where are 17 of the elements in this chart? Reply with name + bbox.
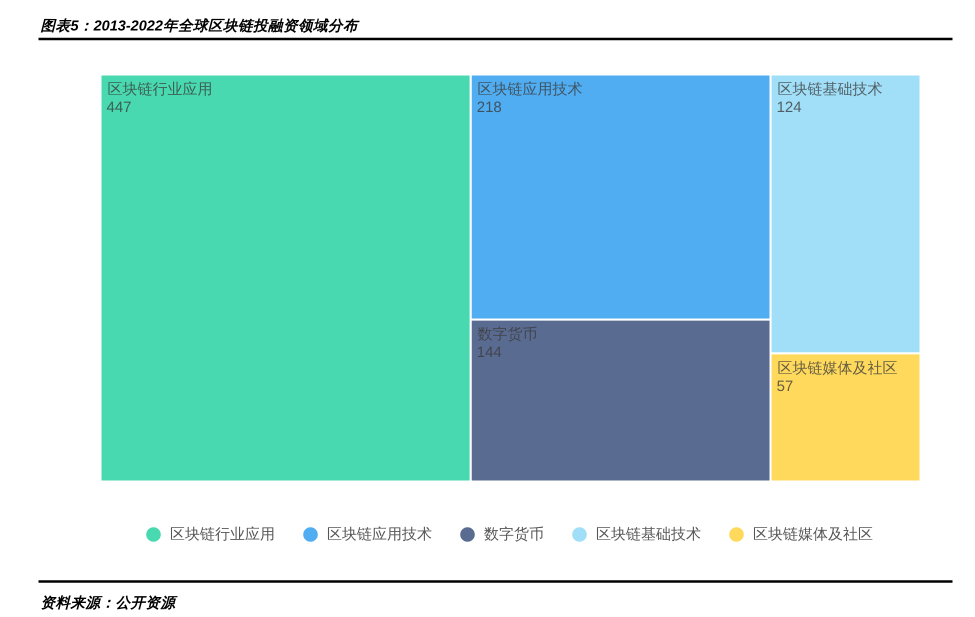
legend-label: 数字货币 — [484, 524, 544, 544]
data-label: 57 — [776, 378, 794, 395]
text: 数字货币 — [478, 326, 538, 344]
text: 区块链行业应用 — [108, 81, 212, 98]
text: 区块链基础技术 — [778, 81, 883, 98]
text: 区块链媒体及社区 — [778, 360, 898, 377]
text: 图表5：2013-2022年全球区块链投融资领域分布 — [40, 18, 360, 34]
data-label: 447 — [106, 99, 132, 116]
data-label: 144 — [476, 344, 502, 362]
text: 区块链应用技术 — [478, 81, 583, 98]
text: 资料来源：公开资源 — [40, 594, 178, 612]
data-label: 218 — [476, 99, 502, 116]
legend-label: 区块链基础技术 — [596, 524, 701, 544]
legend-label: 区块链媒体及社区 — [753, 524, 873, 544]
legend-label: 区块链行业应用 — [170, 524, 275, 544]
legend-label: 区块链应用技术 — [327, 524, 432, 544]
data-label: 124 — [776, 99, 802, 116]
